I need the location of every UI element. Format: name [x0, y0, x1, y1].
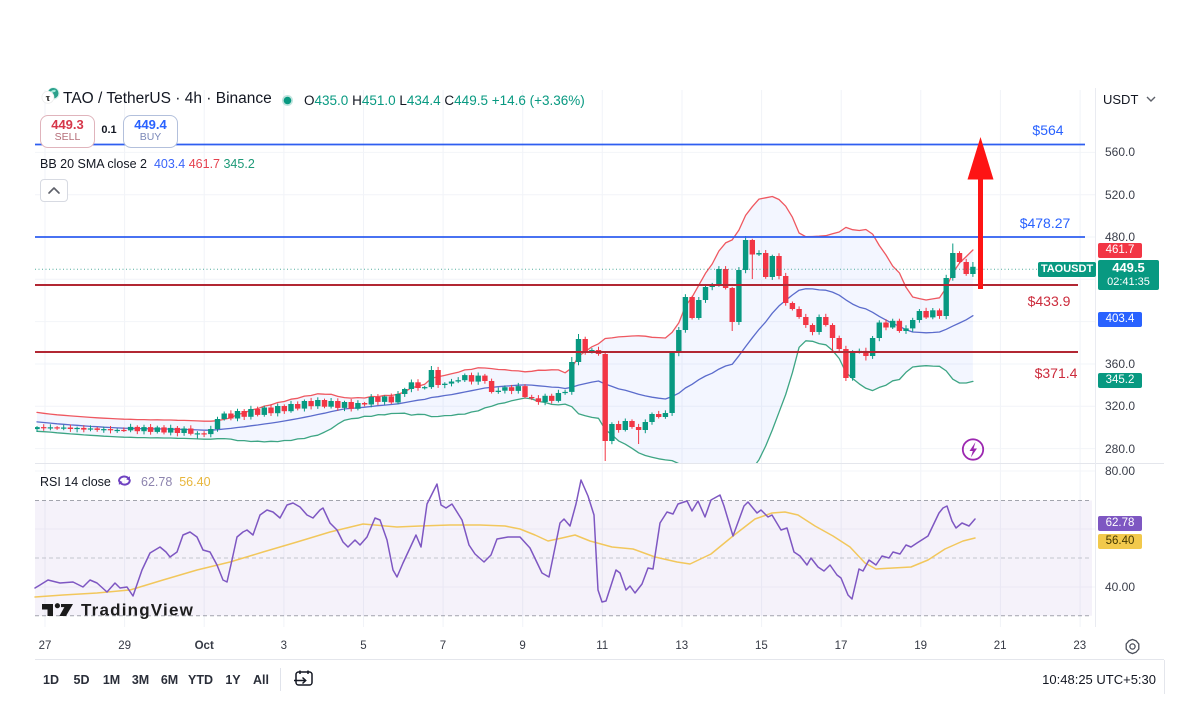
svg-text:TradingView: TradingView	[81, 601, 194, 620]
svg-text:τ: τ	[46, 93, 51, 104]
